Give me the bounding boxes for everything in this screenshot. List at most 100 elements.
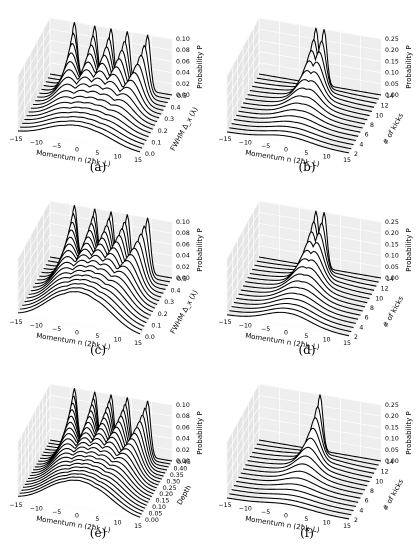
z-tick-label: 0.20 <box>385 230 399 237</box>
chart-a: −15 −10 −5 0 5 10 150.0 0.1 0.2 0.3 0.4 0.50.00 0.02… <box>9 17 204 168</box>
series-line <box>24 466 147 506</box>
series-line <box>22 116 145 145</box>
x-tick-label: −5 <box>52 509 61 516</box>
grid-line-z <box>226 245 382 304</box>
series-line <box>247 79 370 117</box>
panel-label-b: (b) <box>298 160 316 174</box>
y-tick-label: 6 <box>365 315 369 322</box>
z-axis-title: Probability P <box>405 45 413 88</box>
series-group <box>226 394 382 520</box>
x-tick-label: −5 <box>261 509 270 516</box>
series-line <box>23 469 146 509</box>
y-tick-label: 4 <box>359 507 363 514</box>
panel-label-d: (d) <box>298 343 316 357</box>
series-line <box>254 417 377 470</box>
series-line <box>252 60 375 108</box>
x-tick-label: 5 <box>304 150 308 157</box>
x-tick-label: 5 <box>95 333 99 340</box>
series-line <box>17 124 141 153</box>
z-tick-label: 0.04 <box>176 70 190 77</box>
z-tick-label: 0.08 <box>176 413 190 420</box>
y-tick-label: 0.3 <box>164 116 174 123</box>
y-tick-label: 14 <box>386 93 394 100</box>
x-tick-label: 0 <box>75 513 79 520</box>
z-tick-label: 0.02 <box>176 264 190 271</box>
x-tick-label: 5 <box>304 333 308 340</box>
series-line <box>233 297 356 324</box>
series-line <box>41 61 164 111</box>
x-tick-label: −5 <box>52 326 61 333</box>
y-tick-label: 0.3 <box>164 299 174 306</box>
series-fill <box>18 480 140 519</box>
x-tick-label: 15 <box>343 157 351 164</box>
grid-line-z <box>17 394 173 454</box>
chart-d: −15 −10 −5 0 5 10 1524681012140.000.050.100.15… <box>218 200 413 351</box>
x-tick-label: −10 <box>30 506 43 513</box>
z-tick-label: 0.15 <box>385 241 399 248</box>
panel-label-c: (c) <box>89 343 107 357</box>
tick-labels: −15 −10 −5 0 5 10 150.000.050.100.150.200.250.… <box>9 402 190 530</box>
grid-line-z <box>17 28 173 88</box>
grid-line-z <box>226 234 382 293</box>
z-tick-label: 0.10 <box>176 219 190 226</box>
z-tick-label: 0.10 <box>385 253 399 260</box>
x-tick-label: 5 <box>95 150 99 157</box>
grid-line-z <box>226 394 382 454</box>
y-tick-label: 4 <box>359 141 363 148</box>
x-tick-label: 15 <box>343 523 351 530</box>
y-axis-title: # of kicks <box>381 478 405 512</box>
y-tick-label: 6 <box>365 132 369 139</box>
x-tick-label: 10 <box>114 154 122 161</box>
series-line <box>231 302 354 329</box>
x-tick-label: −15 <box>218 502 231 509</box>
y-tick-label: 10 <box>375 478 383 485</box>
series-line <box>30 264 153 313</box>
series-line <box>28 458 151 500</box>
series-fill <box>227 131 349 153</box>
grid-line-z <box>17 223 173 282</box>
tick-labels: −15 −10 −5 0 5 10 150.0 0.1 0.2 0.3 0.4 0.50.00 0.02… <box>9 219 189 347</box>
series-line <box>238 476 361 499</box>
series-line <box>35 83 158 123</box>
z-tick-label: 0.05 <box>385 264 399 271</box>
z-tick-label: 0.02 <box>176 447 190 454</box>
grid-line-z <box>17 200 173 260</box>
series-line <box>240 470 363 495</box>
series-line <box>226 497 350 520</box>
y-tick-label: 0.5 <box>177 276 187 283</box>
y-tick-label: 2 <box>354 151 358 158</box>
series-line <box>229 493 352 516</box>
z-tick-label: 0.25 <box>385 36 399 43</box>
series-group <box>17 22 173 153</box>
y-tick-label: 0.10 <box>152 504 166 511</box>
series-line <box>26 106 149 138</box>
grid-line-z <box>17 17 173 77</box>
series-line <box>226 311 350 337</box>
z-tick-label: 0.08 <box>176 230 190 237</box>
x-tick-label: 0 <box>284 330 288 337</box>
series-line <box>29 454 152 498</box>
z-axis-title: Probability P <box>196 228 204 271</box>
y-tick-label: 0.5 <box>177 93 187 100</box>
grid-line-z <box>226 417 382 476</box>
series-line <box>35 254 158 305</box>
series-line <box>229 307 352 333</box>
series-line <box>17 291 141 335</box>
grid-line-z <box>226 211 382 271</box>
z-tick-label: 0.00 <box>385 275 399 282</box>
series-line <box>22 283 145 327</box>
z-axis-title: Probability P <box>196 45 204 88</box>
y-axis-title: Depth <box>176 484 193 507</box>
z-tick-label: 0.08 <box>176 47 190 54</box>
y-axis-title: FWHM Δ_x (λ) <box>169 106 200 153</box>
series-group <box>226 27 382 154</box>
z-tick-label: 0.10 <box>385 436 399 443</box>
grid-line-z <box>226 17 382 77</box>
series-line <box>249 249 372 295</box>
series-fill <box>227 497 349 519</box>
z-tick-label: 0.04 <box>176 436 190 443</box>
y-axis-title: # of kicks <box>381 295 405 329</box>
y-tick-label: 10 <box>375 112 383 119</box>
y-tick-label: 8 <box>370 488 374 495</box>
series-fill <box>18 124 140 153</box>
